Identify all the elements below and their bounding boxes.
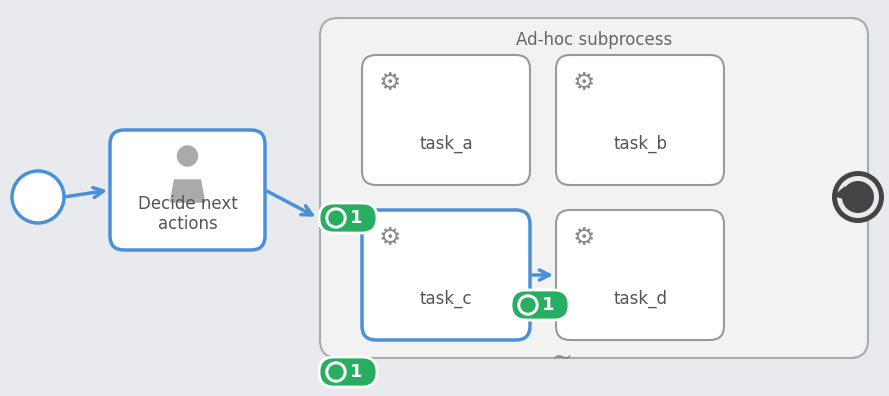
- FancyBboxPatch shape: [320, 18, 868, 358]
- Circle shape: [326, 208, 346, 228]
- Text: task_b: task_b: [613, 134, 667, 152]
- Text: 1: 1: [541, 296, 554, 314]
- Circle shape: [837, 176, 879, 218]
- Text: ⚙: ⚙: [573, 71, 596, 95]
- FancyBboxPatch shape: [511, 290, 569, 320]
- Text: task_d: task_d: [613, 289, 667, 308]
- Text: 1: 1: [349, 209, 362, 227]
- Text: Decide next
actions: Decide next actions: [138, 194, 237, 233]
- Circle shape: [326, 362, 346, 382]
- Circle shape: [832, 171, 884, 223]
- Text: 1: 1: [349, 363, 362, 381]
- FancyBboxPatch shape: [362, 55, 530, 185]
- Circle shape: [12, 171, 64, 223]
- Text: ~: ~: [551, 346, 573, 370]
- Circle shape: [842, 181, 874, 213]
- FancyBboxPatch shape: [319, 357, 377, 387]
- Text: ⚙: ⚙: [573, 226, 596, 250]
- Text: task_c: task_c: [420, 289, 472, 308]
- Polygon shape: [171, 180, 204, 202]
- Text: ⚙: ⚙: [379, 71, 401, 95]
- FancyBboxPatch shape: [110, 130, 265, 250]
- FancyBboxPatch shape: [362, 210, 530, 340]
- Circle shape: [329, 211, 343, 225]
- Circle shape: [178, 146, 197, 166]
- FancyBboxPatch shape: [556, 210, 724, 340]
- Circle shape: [521, 298, 535, 312]
- Text: Ad-hoc subprocess: Ad-hoc subprocess: [516, 31, 672, 49]
- Text: ⚙: ⚙: [379, 226, 401, 250]
- Circle shape: [518, 295, 538, 315]
- Text: task_a: task_a: [420, 134, 473, 152]
- FancyBboxPatch shape: [556, 55, 724, 185]
- Circle shape: [329, 365, 343, 379]
- FancyBboxPatch shape: [319, 203, 377, 233]
